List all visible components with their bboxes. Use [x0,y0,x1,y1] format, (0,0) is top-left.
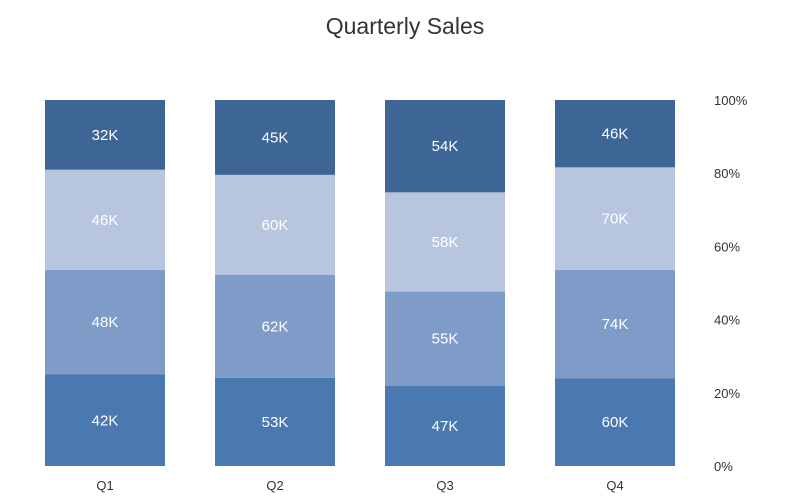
bar-segment-q1-series-1 [45,374,165,466]
bar-segment-q2-series-4 [215,100,335,175]
data-label: 54K [432,138,459,155]
data-label: 70K [602,211,629,228]
bar-segment-q2-series-1 [215,377,335,466]
y-tick-label: 0% [714,459,733,474]
bars-group: 42K 48K 46K 32K 53K 62K 60K 45K 47K 55K 58K 54K 60K 7… [45,100,675,466]
data-label: 55K [432,331,459,348]
data-label: 53K [262,414,289,431]
y-tick-label: 80% [714,166,740,181]
data-label: 58K [432,234,459,251]
bar-segment-q3-series-4 [385,100,505,193]
category-label-q3: Q3 [436,478,453,493]
category-label-q2: Q2 [266,478,283,493]
bar-segment-q1-series-2 [45,269,165,375]
category-label-q1: Q1 [96,478,113,493]
bar-segment-q3-series-3 [385,192,505,292]
bar-segment-q2-series-2 [215,274,335,378]
bar-segment-q4-series-2 [555,269,675,379]
bar-segment-q1-series-3 [45,169,165,270]
data-label: 32K [92,127,119,144]
bar-segment-q3-series-1 [385,385,505,466]
data-label: 60K [602,414,629,431]
bar-segment-q4-series-4 [555,100,675,168]
category-labels-group: Q1 Q2 Q3 Q4 [96,478,623,493]
y-tick-label: 40% [714,313,740,328]
y-axis-ticks-group: 0% 20% 40% 60% 80% 100% [714,93,748,474]
data-label: 74K [602,316,629,333]
data-label: 42K [92,412,119,429]
bar-segment-q3-series-2 [385,291,505,386]
category-label-q4: Q4 [606,478,623,493]
data-label: 46K [92,212,119,229]
y-tick-label: 100% [714,93,748,108]
bar-segment-q4-series-1 [555,378,675,466]
chart-title: Quarterly Sales [326,13,485,39]
bar-segment-q1-series-4 [45,100,165,170]
data-label: 46K [602,126,629,143]
data-label: 60K [262,217,289,234]
data-label: 47K [432,418,459,435]
bar-segment-q4-series-3 [555,167,675,270]
y-tick-label: 20% [714,386,740,401]
y-tick-label: 60% [714,239,740,254]
data-label: 45K [262,129,289,146]
data-label: 62K [262,318,289,335]
data-label: 48K [92,314,119,331]
bar-segment-q2-series-3 [215,174,335,275]
